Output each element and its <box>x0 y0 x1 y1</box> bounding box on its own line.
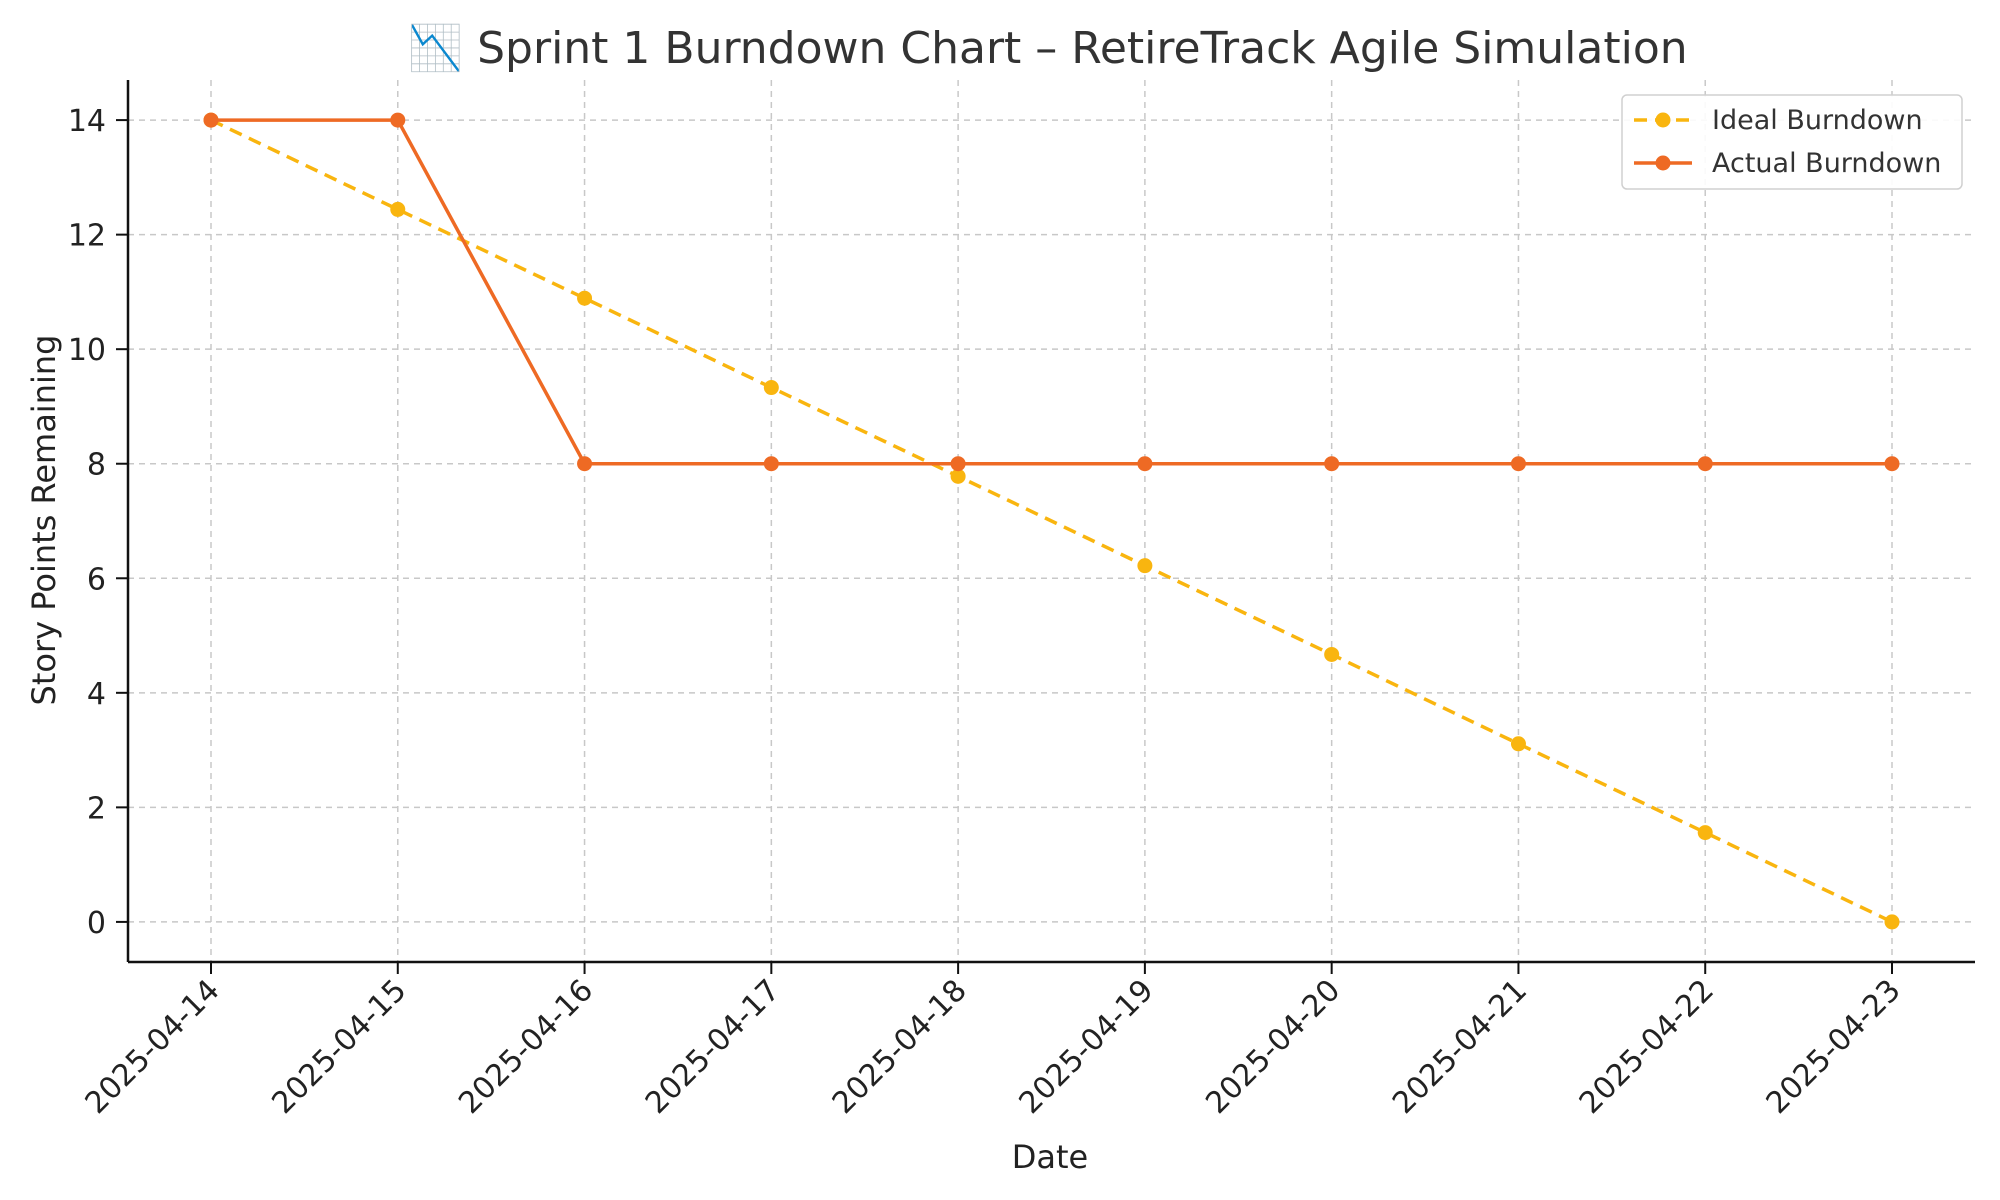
data-point-ideal-burndown <box>763 380 779 396</box>
data-point-ideal-burndown <box>1324 646 1340 662</box>
series-actual-burndown <box>203 112 1900 472</box>
x-tick-label: 2025-04-23 <box>1760 973 1908 1121</box>
data-point-actual-burndown <box>763 456 779 472</box>
x-tick-label: 2025-04-20 <box>1199 973 1347 1121</box>
x-tick-label: 2025-04-18 <box>826 973 974 1121</box>
legend-box <box>1621 94 1963 190</box>
grid-lines <box>128 80 1975 962</box>
y-tick-label: 14 <box>68 104 106 139</box>
data-point-actual-burndown <box>577 456 593 472</box>
data-point-ideal-burndown <box>1697 825 1713 841</box>
x-tick-label: 2025-04-22 <box>1573 973 1721 1121</box>
legend-item-actual-burndown: Actual Burndown <box>1634 148 1941 179</box>
legend: Ideal Burndown Actual Burndown <box>1621 94 1963 190</box>
series-layer <box>203 112 1900 930</box>
data-point-actual-burndown <box>1324 456 1340 472</box>
y-tick-label: 0 <box>87 906 106 941</box>
x-tick-label: 2025-04-19 <box>1013 973 1161 1121</box>
y-tick-label: 4 <box>87 677 106 712</box>
data-point-ideal-burndown <box>577 290 593 306</box>
x-tick-label: 2025-04-16 <box>452 973 600 1121</box>
series-line-actual-burndown <box>211 118 1892 466</box>
x-tick-label: 2025-04-17 <box>639 973 787 1121</box>
y-tick-label: 8 <box>87 448 106 483</box>
legend-label: Actual Burndown <box>1712 148 1941 179</box>
data-point-ideal-burndown <box>950 468 966 484</box>
axes: 2025-04-14 2025-04-15 2025-04-16 2025-04-17… <box>68 80 1975 1121</box>
legend-item-ideal-burndown: Ideal Burndown <box>1634 105 1923 136</box>
series-line-ideal-burndown <box>210 118 1893 924</box>
x-axis-label: Date <box>1012 1138 1088 1176</box>
data-point-ideal-burndown <box>1884 914 1900 930</box>
data-point-actual-burndown <box>1510 456 1526 472</box>
data-point-actual-burndown <box>390 112 406 128</box>
y-tick-label: 2 <box>87 791 106 826</box>
legend-marker <box>1655 155 1671 171</box>
legend-marker <box>1655 112 1671 128</box>
y-tick-label: 10 <box>68 333 106 368</box>
data-point-actual-burndown <box>1884 456 1900 472</box>
x-tick-label: 2025-04-21 <box>1386 973 1534 1121</box>
y-tick-label: 6 <box>87 562 106 597</box>
chart-title: 📉 Sprint 1 Burndown Chart – RetireTrack … <box>408 23 1687 74</box>
series-ideal-burndown <box>203 112 1900 930</box>
data-point-ideal-burndown <box>1510 736 1526 752</box>
data-point-ideal-burndown <box>1137 558 1153 574</box>
data-point-ideal-burndown <box>390 201 406 217</box>
data-point-actual-burndown <box>1697 456 1713 472</box>
data-point-actual-burndown <box>950 456 966 472</box>
x-tick-label: 2025-04-15 <box>265 973 413 1121</box>
data-point-actual-burndown <box>203 112 219 128</box>
y-axis-label: Story Points Remaining <box>25 335 63 706</box>
y-tick-label: 12 <box>68 219 106 254</box>
x-tick-label: 2025-04-14 <box>79 973 227 1121</box>
legend-label: Ideal Burndown <box>1712 105 1923 136</box>
data-point-actual-burndown <box>1137 456 1153 472</box>
